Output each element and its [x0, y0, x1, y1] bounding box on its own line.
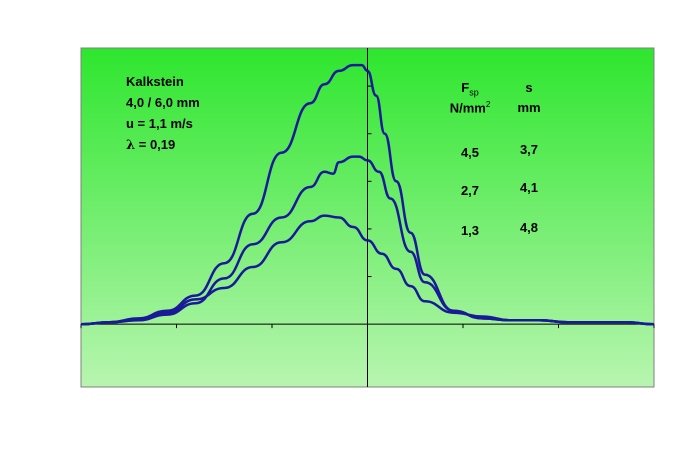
lambda-value: = 0,19 — [135, 137, 176, 152]
col2-unit: mm — [517, 100, 541, 115]
series-group — [80, 63, 655, 326]
lambda-label: λ = 0,19 — [126, 134, 200, 156]
row1-s: 3,7 — [519, 142, 539, 157]
col1-header-main: F — [461, 80, 470, 95]
material-name: Kalkstein — [126, 74, 184, 89]
col1-header-sub: sp — [469, 87, 479, 98]
row3-s: 4,8 — [519, 220, 539, 235]
col2-header: s — [525, 80, 533, 95]
material-block: Kalkstein 4,0 / 6,0 mm u = 1,1 m/s λ = 0… — [126, 71, 200, 156]
col1-header: Fsp — [448, 80, 492, 98]
material-size: 4,0 / 6,0 mm — [126, 95, 200, 110]
lambda-symbol: λ — [126, 138, 136, 153]
row1-f: 4,5 — [460, 145, 480, 160]
row3-f: 1,3 — [460, 223, 480, 238]
col1-unit-main: N/mm — [449, 100, 486, 116]
speed-label: u = 1,1 m/s — [126, 116, 193, 131]
col1-unit: N/mm2 — [444, 100, 496, 115]
row2-f: 2,7 — [460, 183, 480, 198]
axes — [80, 48, 655, 387]
col1-unit-sup: 2 — [485, 100, 491, 109]
row2-s: 4,1 — [519, 180, 539, 195]
series-line-3 — [80, 214, 655, 326]
